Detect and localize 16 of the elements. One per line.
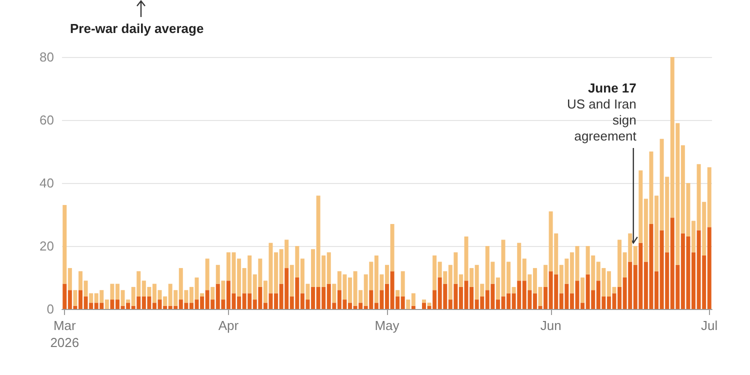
bar — [73, 290, 78, 306]
bar — [427, 302, 432, 306]
bar — [422, 300, 426, 303]
y-tick-label: 60 — [40, 112, 54, 128]
annotation: June 17 US and Iran sign agreement — [567, 80, 637, 144]
y-tick-label: 0 — [46, 302, 54, 316]
y-tick-label: 80 — [40, 50, 54, 64]
text: Pre-war daily average — [70, 21, 204, 36]
x-tick-label: Apr — [218, 318, 240, 333]
y-tick-label: 40 — [40, 176, 54, 190]
x-tick-label: Jul — [701, 318, 718, 333]
x-tick-label: Mar 2026 — [50, 318, 80, 350]
bar — [411, 306, 416, 309]
x-tick-label: Jun — [540, 318, 562, 333]
x-tick-label: May — [374, 318, 400, 333]
y-tick-label: 20 — [40, 238, 54, 254]
